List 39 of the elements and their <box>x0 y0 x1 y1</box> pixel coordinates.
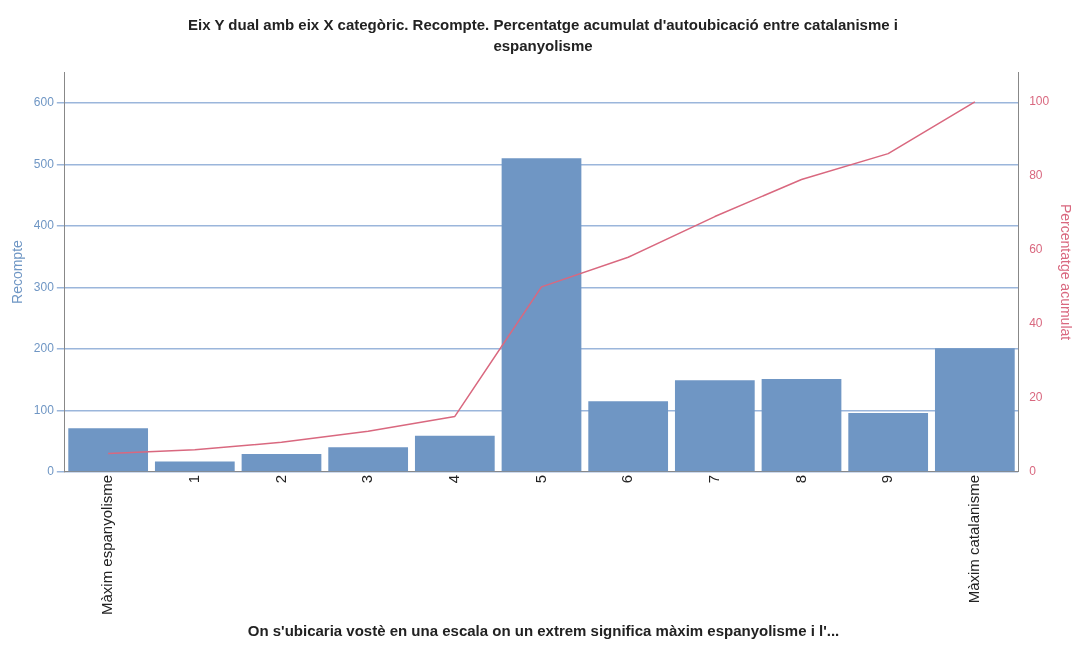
bar <box>761 379 842 472</box>
bar <box>848 412 929 472</box>
x-tick-label: Màxim catalanisme <box>964 474 982 604</box>
bar <box>68 428 149 472</box>
y-tick-label: 100 <box>33 402 55 417</box>
y-axis-title: Recompte <box>9 239 26 304</box>
y-tick-label: 200 <box>33 341 55 356</box>
y2-tick-label: 0 <box>1029 464 1037 479</box>
x-tick-label: 8 <box>791 474 809 484</box>
y2-tick-label: 80 <box>1029 168 1043 183</box>
bar <box>328 447 409 472</box>
y-tick-label: 500 <box>33 156 55 171</box>
y-tick-label: 400 <box>33 218 55 233</box>
x-tick-label: Màxim espanyolisme <box>98 474 116 615</box>
y2-tick-label: 20 <box>1029 390 1043 405</box>
y2-axis-title: Percentatge acumulat <box>1057 203 1074 341</box>
y2-tick-label: 40 <box>1029 316 1043 331</box>
y-tick-label: 600 <box>33 95 55 110</box>
bar <box>241 454 322 472</box>
x-tick-label: 3 <box>358 474 376 484</box>
y-tick-label: 300 <box>33 279 55 294</box>
bar <box>588 401 669 472</box>
x-tick-label: 4 <box>444 474 462 484</box>
bar <box>414 435 495 472</box>
x-tick-label: 9 <box>878 474 896 484</box>
x-tick-label: 1 <box>184 474 202 484</box>
bar <box>154 461 235 472</box>
chart-title: Eix Y dual amb eix X categòric. Recompte. Percentatge acumulat d'autoubicació entre catalanisme i espanyolisme <box>187 15 899 56</box>
y2-tick-label: 100 <box>1029 94 1050 109</box>
bar <box>501 158 582 472</box>
y-tick-label: 0 <box>47 464 55 479</box>
bar <box>934 348 1015 472</box>
x-tick-label: 5 <box>531 474 549 484</box>
x-tick-label: 7 <box>704 474 722 484</box>
x-tick-label: 6 <box>618 474 636 484</box>
bar <box>674 380 755 472</box>
x-tick-label: 2 <box>271 474 289 484</box>
y2-tick-label: 60 <box>1029 242 1043 257</box>
x-axis-title: On s'ubicaria vostè en una escala on un extrem significa màxim espanyolisme i l'... <box>246 622 841 639</box>
